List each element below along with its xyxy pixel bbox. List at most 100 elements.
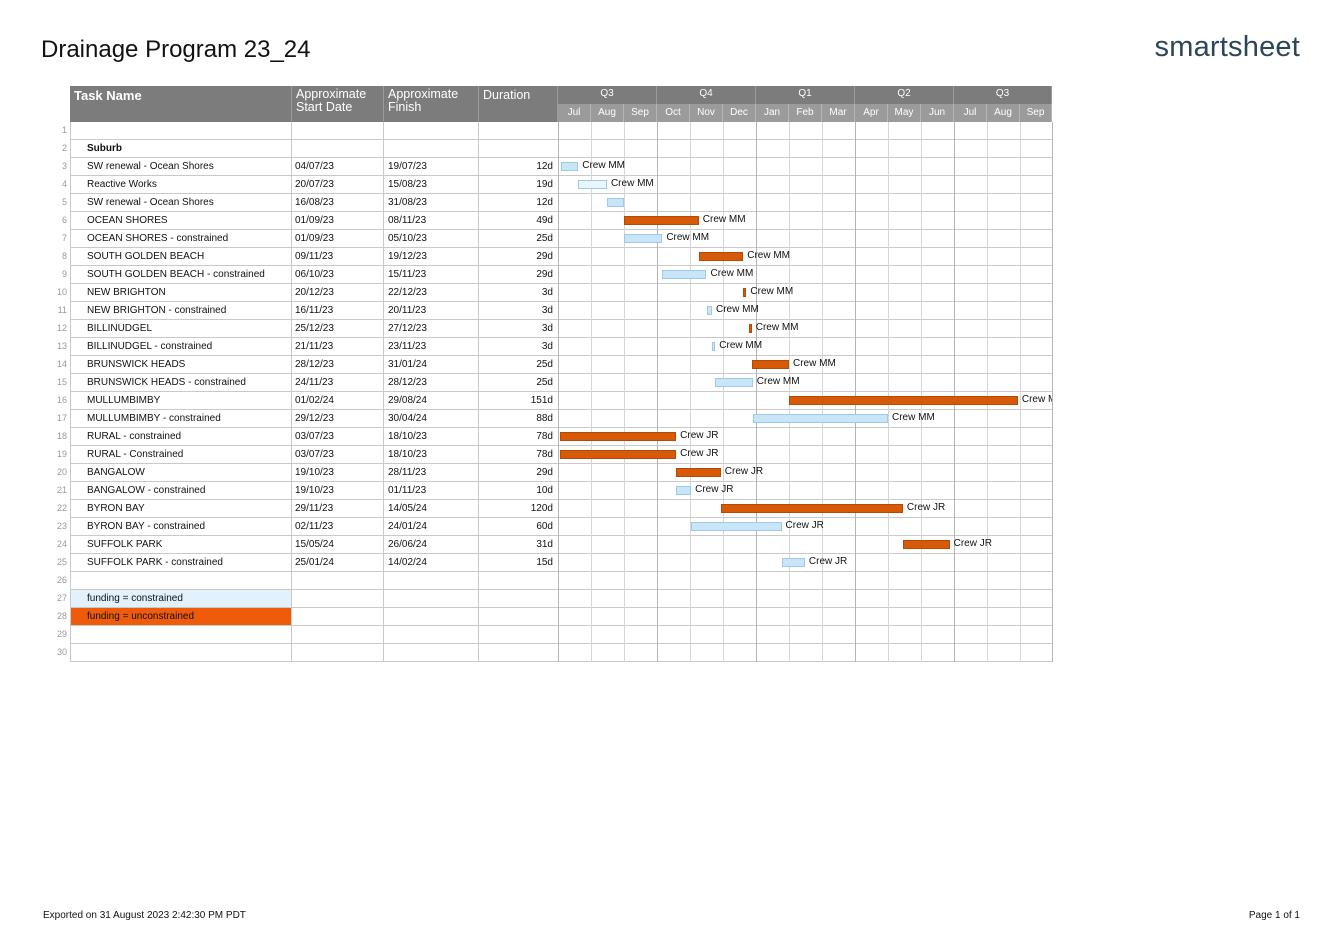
finish-date-cell[interactable]: 26/06/24	[388, 539, 427, 550]
duration-cell[interactable]: 78d	[536, 449, 553, 460]
table-row[interactable]	[70, 644, 1052, 662]
gantt-bar[interactable]	[902, 540, 950, 549]
start-date-cell[interactable]	[295, 644, 381, 661]
finish-date-cell[interactable]: 31/08/23	[388, 197, 427, 208]
task-name-cell[interactable]: NEW BRIGHTON - constrained	[87, 305, 227, 316]
duration-cell[interactable]: 120d	[530, 503, 553, 514]
gantt-bar[interactable]	[712, 342, 716, 351]
finish-date-cell[interactable]: 14/05/24	[388, 503, 427, 514]
table-row[interactable]: SOUTH GOLDEN BEACH - constrained 06/10/23…	[70, 266, 1052, 284]
table-row[interactable]	[70, 572, 1052, 590]
finish-date-cell[interactable]: 08/11/23	[388, 215, 427, 226]
table-row[interactable]	[70, 626, 1052, 644]
gantt-bar[interactable]	[706, 306, 712, 315]
start-date-cell[interactable]: 20/07/23	[295, 179, 334, 190]
table-row[interactable]: BYRON BAY - constrained 02/11/23 24/01/24 6…	[70, 518, 1052, 536]
table-row[interactable]: OCEAN SHORES - constrained 01/09/23 05/10/…	[70, 230, 1052, 248]
duration-cell[interactable]: 88d	[536, 413, 553, 424]
start-date-cell[interactable]: 19/10/23	[295, 485, 334, 496]
finish-date-cell[interactable]: 30/04/24	[388, 413, 427, 424]
gantt-bar[interactable]	[781, 558, 805, 567]
start-date-cell[interactable]	[295, 608, 381, 625]
gantt-bar[interactable]	[715, 378, 753, 387]
gantt-bar[interactable]	[789, 396, 1018, 405]
task-name-cell[interactable]	[87, 122, 287, 139]
task-name-cell[interactable]: Suburb	[87, 143, 122, 154]
task-name-cell[interactable]: RURAL - constrained	[87, 431, 182, 442]
column-header-task-name[interactable]: Task Name	[70, 86, 292, 122]
start-date-cell[interactable]: 29/12/23	[295, 413, 334, 424]
duration-cell[interactable]: 25d	[536, 233, 553, 244]
finish-date-cell[interactable]: 31/01/24	[388, 359, 427, 370]
finish-date-cell[interactable]: 22/12/23	[388, 287, 427, 298]
start-date-cell[interactable]: 16/11/23	[295, 305, 334, 316]
start-date-cell[interactable]: 29/11/23	[295, 503, 334, 514]
task-name-cell[interactable]: OCEAN SHORES	[87, 215, 168, 226]
start-date-cell[interactable]: 24/11/23	[295, 377, 334, 388]
duration-cell[interactable]: 29d	[536, 467, 553, 478]
gantt-bar[interactable]	[748, 324, 752, 333]
gantt-bar[interactable]	[720, 504, 903, 513]
task-name-cell[interactable]: BILLINUDGEL - constrained	[87, 341, 213, 352]
column-header-finish[interactable]: Approximate Finish	[384, 86, 479, 122]
duration-cell[interactable]	[479, 572, 553, 589]
task-name-cell[interactable]: BYRON BAY	[87, 503, 145, 514]
task-name-cell[interactable]: BANGALOW - constrained	[87, 485, 206, 496]
finish-date-cell[interactable]: 01/11/23	[388, 485, 427, 496]
finish-date-cell[interactable]: 24/01/24	[388, 521, 427, 532]
finish-date-cell[interactable]: 15/11/23	[388, 269, 427, 280]
finish-date-cell[interactable]: 28/11/23	[388, 467, 427, 478]
table-row[interactable]: BRUNSWICK HEADS 28/12/23 31/01/24 25d	[70, 356, 1052, 374]
start-date-cell[interactable]: 02/11/23	[295, 521, 334, 532]
start-date-cell[interactable]: 04/07/23	[295, 161, 334, 172]
task-name-cell[interactable]: SW renewal - Ocean Shores	[87, 197, 214, 208]
gantt-bar[interactable]	[561, 162, 579, 171]
start-date-cell[interactable]: 25/12/23	[295, 323, 334, 334]
gantt-bar[interactable]	[578, 180, 607, 189]
gantt-bar[interactable]	[691, 522, 782, 531]
task-name-cell[interactable]: SUFFOLK PARK	[87, 539, 163, 550]
finish-date-cell[interactable]: 19/12/23	[388, 251, 427, 262]
gantt-bar[interactable]	[606, 198, 624, 207]
task-name-cell[interactable]: BANGALOW	[87, 467, 145, 478]
task-name-cell[interactable]: OCEAN SHORES - constrained	[87, 233, 229, 244]
task-name-cell[interactable]: BILLINUDGEL	[87, 323, 153, 334]
table-row[interactable]: BANGALOW 19/10/23 28/11/23 29d	[70, 464, 1052, 482]
table-row[interactable]: funding = constrained	[70, 590, 1052, 608]
table-row[interactable]: SOUTH GOLDEN BEACH 09/11/23 19/12/23 29d	[70, 248, 1052, 266]
table-row[interactable]	[70, 122, 1052, 140]
table-row[interactable]: RURAL - constrained 03/07/23 18/10/23 78d	[70, 428, 1052, 446]
table-row[interactable]: BILLINUDGEL - constrained 21/11/23 23/11/2…	[70, 338, 1052, 356]
finish-date-cell[interactable]	[388, 590, 476, 607]
gantt-bar[interactable]	[662, 270, 707, 279]
task-name-cell[interactable]	[87, 572, 287, 589]
finish-date-cell[interactable]	[388, 644, 476, 661]
finish-date-cell[interactable]: 28/12/23	[388, 377, 427, 388]
gantt-bar[interactable]	[624, 216, 699, 225]
duration-cell[interactable]: 10d	[536, 485, 553, 496]
table-row[interactable]: funding = unconstrained	[70, 608, 1052, 626]
start-date-cell[interactable]	[295, 590, 381, 607]
task-name-cell[interactable]: BRUNSWICK HEADS	[87, 359, 186, 370]
task-name-cell[interactable]	[87, 644, 287, 661]
table-row[interactable]: NEW BRIGHTON - constrained 16/11/23 20/11/…	[70, 302, 1052, 320]
task-name-cell[interactable]: BYRON BAY - constrained	[87, 521, 206, 532]
duration-cell[interactable]: 19d	[536, 179, 553, 190]
duration-cell[interactable]: 60d	[536, 521, 553, 532]
start-date-cell[interactable]: 06/10/23	[295, 269, 334, 280]
duration-cell[interactable]	[479, 626, 553, 643]
duration-cell[interactable]: 15d	[536, 557, 553, 568]
column-header-duration[interactable]: Duration	[479, 86, 558, 122]
duration-cell[interactable]	[479, 608, 553, 625]
duration-cell[interactable]: 3d	[541, 323, 553, 334]
start-date-cell[interactable]: 01/09/23	[295, 233, 334, 244]
gantt-bar[interactable]	[676, 486, 692, 495]
start-date-cell[interactable]	[295, 140, 381, 157]
start-date-cell[interactable]	[295, 626, 381, 643]
duration-cell[interactable]: 12d	[536, 197, 553, 208]
task-name-cell[interactable]: MULLUMBIMBY - constrained	[87, 413, 221, 424]
task-name-cell[interactable]: BRUNSWICK HEADS - constrained	[87, 377, 246, 388]
table-row[interactable]: BILLINUDGEL 25/12/23 27/12/23 3d	[70, 320, 1052, 338]
task-name-cell[interactable]: SUFFOLK PARK - constrained	[87, 557, 223, 568]
duration-cell[interactable]: 3d	[541, 305, 553, 316]
